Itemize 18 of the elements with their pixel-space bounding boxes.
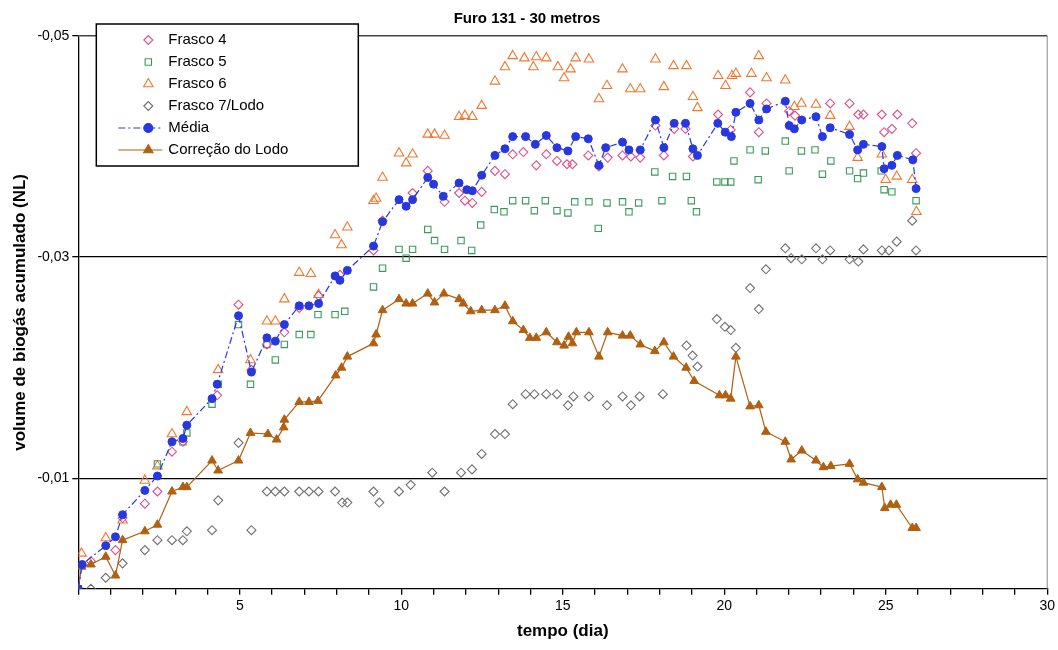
x-axis-title: tempo (dia) [516, 621, 609, 641]
y-axis-title: volume de biogás acumulado (NL) [9, 174, 29, 451]
y-tick-label: -0,05 [37, 26, 70, 43]
legend-label: Frasco 4 [168, 30, 227, 48]
y-tick-label: -0,03 [37, 247, 70, 264]
chart-title: Furo 131 - 30 metros [453, 9, 601, 27]
x-tick-label: 5 [235, 597, 244, 614]
legend-label: Frasco 5 [168, 52, 227, 70]
legend-label: Média [168, 118, 210, 136]
x-tick-label: 20 [716, 597, 733, 614]
x-tick-label: 30 [1039, 597, 1056, 614]
legend-label: Frasco 7/Lodo [168, 96, 265, 114]
y-tick-label: -0,01 [37, 469, 70, 486]
legend-label: Correção do Lodo [168, 140, 289, 158]
x-tick-label: 15 [554, 597, 571, 614]
legend-label: Frasco 6 [168, 74, 227, 92]
x-tick-label: 10 [393, 597, 410, 614]
x-tick-label: 25 [877, 597, 894, 614]
